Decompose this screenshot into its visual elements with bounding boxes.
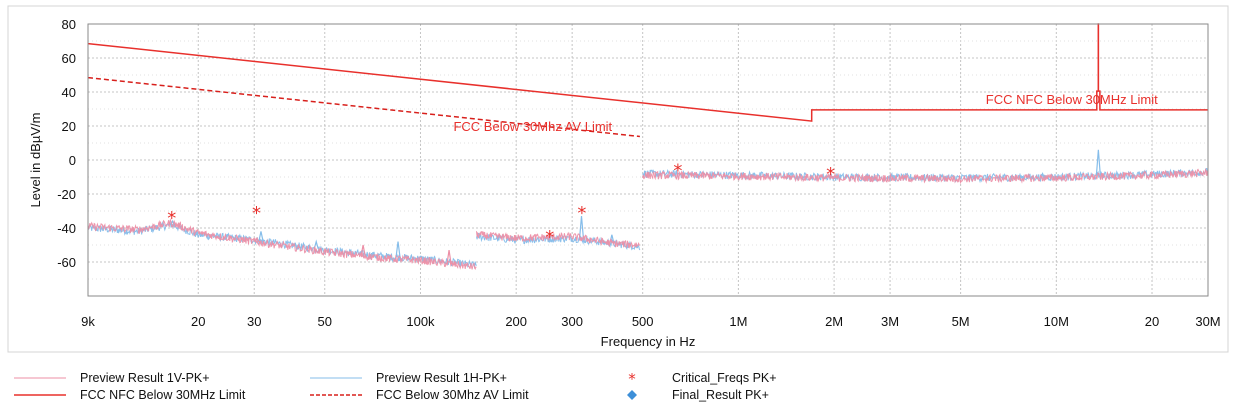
chart-frame [7,5,1229,353]
legend-item: Preview Result 1V-PK+ [14,371,210,385]
series-fcc-below-30mhz-av-limit [87,76,640,138]
legend-item: Preview Result 1H-PK+ [310,371,507,385]
x-tick-label: 3M [881,314,899,329]
legend-item: FCC Below 30Mhz AV Limit [310,388,529,402]
critical-frequency-marker: * [826,164,835,185]
y-tick-label: 60 [62,51,76,66]
series-spike [254,236,260,243]
legend-item: * Critical_Freqs PK+ [628,370,776,388]
x-axis-label: Frequency in Hz [601,334,696,349]
x-axis-ticks: 9k 20 30 50 100k 200 300 500 1M 2M 3M 5M 10M 20 30M [81,314,1221,329]
legend-label: FCC Below 30Mhz AV Limit [376,388,529,402]
x-tick-label: 200 [505,314,527,329]
series-segment [476,230,640,249]
legend-star-icon: * [628,370,636,388]
grid [87,23,1209,296]
x-tick-label: 300 [561,314,583,329]
limit-annotation: FCC NFC Below 30MHz Limit [986,92,1158,107]
series-spike [360,244,366,256]
y-tick-label: -40 [57,221,76,236]
series-segment [642,168,1209,185]
y-tick-label: -60 [57,255,76,270]
y-tick-label: -20 [57,187,76,202]
legend: Preview Result 1V-PK+ Preview Result 1H-P… [14,370,777,402]
legend-label: Preview Result 1V-PK+ [80,371,210,385]
y-tick-label: 80 [62,17,76,32]
series-spike [258,231,264,241]
x-tick-label: 1M [729,314,747,329]
series-segment [87,218,477,270]
series-spike [395,241,401,258]
x-tick-label: 10M [1044,314,1069,329]
legend-label: Final_Result PK+ [672,388,769,402]
legend-label: Preview Result 1H-PK+ [376,371,507,385]
critical-frequency-marker: * [577,203,586,224]
marker-layer: * * * * * * [167,161,835,248]
x-tick-label: 20 [191,314,205,329]
series-spike [1095,149,1101,176]
y-tick-label: 40 [62,85,76,100]
x-tick-label: 20 [1145,314,1159,329]
series-layer [87,23,1209,270]
series-spike [578,216,585,240]
critical-frequency-marker: * [673,161,682,182]
series-preview-result-1v-pk- [87,168,1209,270]
x-tick-label: 5M [952,314,970,329]
y-tick-label: 20 [62,119,76,134]
legend-label: FCC NFC Below 30MHz Limit [80,388,246,402]
x-tick-label: 30M [1195,314,1220,329]
x-tick-label: 100k [406,314,435,329]
limit-annotation: FCC Below 30Mhz AV Limit [453,119,612,134]
legend-item: Final_Result PK+ [627,388,769,402]
critical-frequency-marker: * [545,227,554,248]
x-tick-label: 9k [81,314,95,329]
critical-frequency-marker: * [167,208,176,229]
x-tick-label: 30 [247,314,261,329]
legend-diamond-icon [627,390,637,400]
legend-label: Critical_Freqs PK+ [672,371,777,385]
plot-area-border [87,23,1209,297]
series-fcc-nfc-below-30mhz-limit [87,23,1208,122]
x-tick-label: 500 [632,314,654,329]
y-tick-label: 0 [69,153,76,168]
x-tick-label: 50 [318,314,332,329]
y-axis-ticks: -60 -40 -20 0 20 40 60 80 [57,17,76,270]
y-axis-label: Level in dBµV/m [28,113,43,208]
series-spike [446,250,452,264]
annotation-layer: FCC Below 30Mhz AV Limit FCC NFC Below 30… [453,92,1158,134]
legend-item: FCC NFC Below 30MHz Limit [14,388,246,402]
x-tick-label: 2M [825,314,843,329]
critical-frequency-marker: * [252,203,261,224]
series-spike [313,239,319,250]
